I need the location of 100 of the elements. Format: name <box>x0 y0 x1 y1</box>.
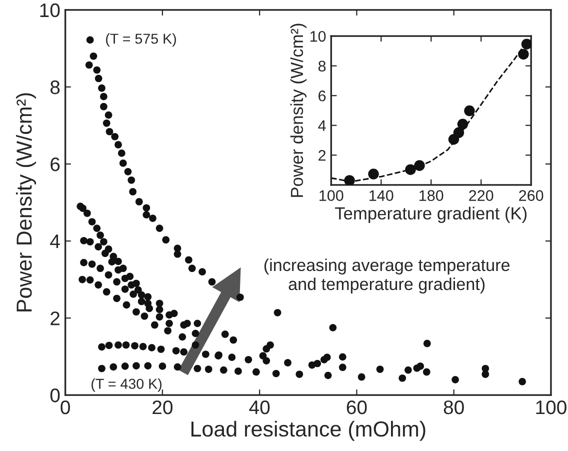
point <box>96 232 104 239</box>
point <box>130 290 137 298</box>
point <box>518 48 529 60</box>
point <box>166 320 173 328</box>
point <box>192 330 200 338</box>
y-tick-label: 2 <box>318 150 326 161</box>
point <box>192 341 200 349</box>
point <box>404 366 412 374</box>
point <box>172 347 180 354</box>
x-tick-label: 100 <box>320 190 344 201</box>
point <box>94 243 102 250</box>
point <box>113 278 120 286</box>
point <box>344 175 355 185</box>
point <box>156 313 164 321</box>
point <box>121 285 129 293</box>
point <box>521 38 532 50</box>
y-tick-label: 4 <box>50 234 60 248</box>
point <box>296 370 304 378</box>
point <box>202 350 210 358</box>
point <box>208 278 216 286</box>
point <box>102 119 110 127</box>
point <box>132 308 140 316</box>
x-axis-title: Temperature gradient (K) <box>335 206 527 223</box>
point <box>121 274 129 282</box>
point <box>140 312 148 320</box>
point <box>518 378 526 386</box>
point <box>398 374 406 382</box>
point <box>156 306 164 314</box>
point <box>131 342 138 350</box>
point <box>244 356 252 364</box>
point <box>188 264 196 272</box>
point <box>324 372 332 380</box>
point <box>358 373 366 381</box>
point <box>252 368 260 376</box>
point <box>86 276 94 284</box>
point <box>114 141 122 148</box>
point <box>274 308 282 316</box>
point <box>105 342 113 350</box>
point <box>453 127 464 138</box>
point <box>88 260 96 268</box>
point <box>262 345 270 353</box>
point <box>180 348 188 356</box>
point <box>108 258 116 266</box>
point <box>78 276 86 284</box>
point <box>80 236 88 244</box>
point <box>84 210 91 217</box>
y-tick-label: 4 <box>318 120 326 131</box>
point <box>144 362 152 370</box>
y-tick-label: 6 <box>50 157 60 172</box>
point <box>114 341 122 349</box>
x-tick-label: 140 <box>370 190 394 201</box>
point <box>128 281 136 289</box>
point <box>104 271 112 279</box>
point <box>135 198 143 206</box>
point <box>414 160 425 171</box>
y-tick-label: 8 <box>50 80 60 94</box>
point <box>124 168 132 176</box>
point <box>204 366 212 373</box>
point <box>422 368 430 376</box>
point <box>234 368 242 375</box>
point <box>93 66 101 74</box>
point <box>482 370 490 378</box>
point <box>128 176 136 184</box>
point <box>139 342 147 350</box>
x-tick-label: 180 <box>420 190 444 201</box>
point <box>146 304 154 312</box>
point <box>236 294 244 301</box>
point <box>86 36 94 44</box>
point <box>164 327 172 334</box>
point <box>149 214 156 222</box>
point <box>198 268 206 276</box>
point <box>121 362 129 370</box>
point <box>423 340 431 348</box>
point <box>174 363 182 371</box>
point <box>368 168 379 180</box>
x-axis-title: Load resistance (mOhm) <box>191 420 426 441</box>
y-tick-label: 10 <box>40 3 60 18</box>
y-tick-label: 6 <box>318 90 326 102</box>
point <box>194 364 202 372</box>
point <box>262 357 270 364</box>
y-tick-label: 10 <box>310 30 326 42</box>
point <box>221 330 229 338</box>
x-tick-label: 40 <box>249 400 270 414</box>
y-tick-label: 2 <box>50 312 60 326</box>
point <box>180 321 188 329</box>
point <box>148 344 156 352</box>
y-tick-label: 8 <box>318 60 326 72</box>
y-axis-title: Power Density (W/cm²) <box>16 93 36 312</box>
point <box>132 362 140 370</box>
point <box>98 364 106 372</box>
point <box>88 218 96 226</box>
point <box>376 366 384 373</box>
point <box>158 362 166 370</box>
point <box>94 281 102 289</box>
point <box>228 354 236 362</box>
point <box>178 333 186 341</box>
point <box>114 258 122 266</box>
point <box>122 301 130 309</box>
point <box>79 204 86 212</box>
point <box>94 74 102 82</box>
